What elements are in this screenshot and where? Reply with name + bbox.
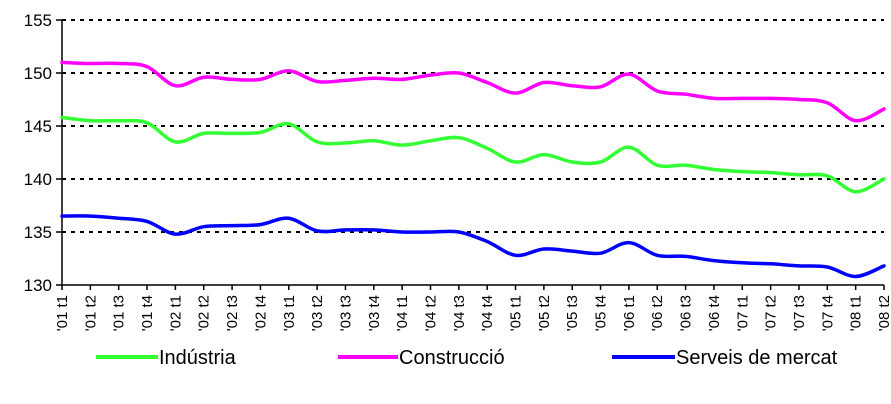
x-tick-label: '06 t4 <box>706 295 723 331</box>
series-line-1 <box>62 62 884 120</box>
x-tick-label: '01 t1 <box>54 295 71 331</box>
y-tick-label: 135 <box>24 223 52 242</box>
x-tick-label: '08 t2 <box>876 295 891 331</box>
x-tick-label: '07 t4 <box>819 295 836 331</box>
y-tick-label: 155 <box>24 11 52 30</box>
x-tick-label: '03 t3 <box>337 295 354 331</box>
x-tick-label: '02 t2 <box>196 295 213 331</box>
legend: Indústria Construcció Serveis de mercat <box>96 347 838 369</box>
x-tick-label: '05 t4 <box>593 295 610 331</box>
legend-label-0: Indústria <box>159 347 237 369</box>
x-tick-labels: '01 t1 '01 t2 '01 t3 '01 t4 '02 t1 '02 t2 '02 … <box>54 295 891 331</box>
axes <box>56 20 884 290</box>
y-tick-label: 150 <box>24 64 52 83</box>
x-tick-label: '07 t2 <box>763 295 780 331</box>
x-tick-label: '08 t1 <box>848 295 865 331</box>
x-tick-label: '07 t3 <box>791 295 808 331</box>
x-tick-label: '02 t3 <box>224 295 241 331</box>
x-tick-label: '06 t2 <box>649 295 666 331</box>
x-tick-label: '03 t4 <box>366 295 383 331</box>
x-tick-label: '01 t2 <box>82 295 99 331</box>
legend-label-2: Serveis de mercat <box>676 347 838 369</box>
series-line-0 <box>62 118 884 192</box>
x-tick-label: '04 t2 <box>422 295 439 331</box>
x-tick-label: '02 t4 <box>252 295 269 331</box>
x-tick-label: '03 t1 <box>281 295 298 331</box>
y-tick-labels: 130 135 140 145 150 155 <box>24 11 52 295</box>
series-line-2 <box>62 216 884 277</box>
y-tick-label: 145 <box>24 117 52 136</box>
x-tick-label: '07 t1 <box>734 295 751 331</box>
x-tick-label: '02 t1 <box>167 295 184 331</box>
x-tick-label: '03 t2 <box>309 295 326 331</box>
x-tick-label: '04 t4 <box>479 295 496 331</box>
x-tick-label: '05 t2 <box>536 295 553 331</box>
gridlines <box>62 20 884 232</box>
x-tick-label: '01 t3 <box>111 295 128 331</box>
x-tick-label: '04 t3 <box>451 295 468 331</box>
y-tick-label: 140 <box>24 170 52 189</box>
x-tick-label: '06 t3 <box>678 295 695 331</box>
x-tick-label: '01 t4 <box>139 295 156 331</box>
x-tick-label: '06 t1 <box>621 295 638 331</box>
x-tick-label: '05 t3 <box>564 295 581 331</box>
x-tick-label: '05 t1 <box>508 295 525 331</box>
x-tick-label: '04 t1 <box>394 295 411 331</box>
legend-label-1: Construcció <box>399 347 505 369</box>
series-lines <box>62 62 884 276</box>
y-tick-label: 130 <box>24 276 52 295</box>
